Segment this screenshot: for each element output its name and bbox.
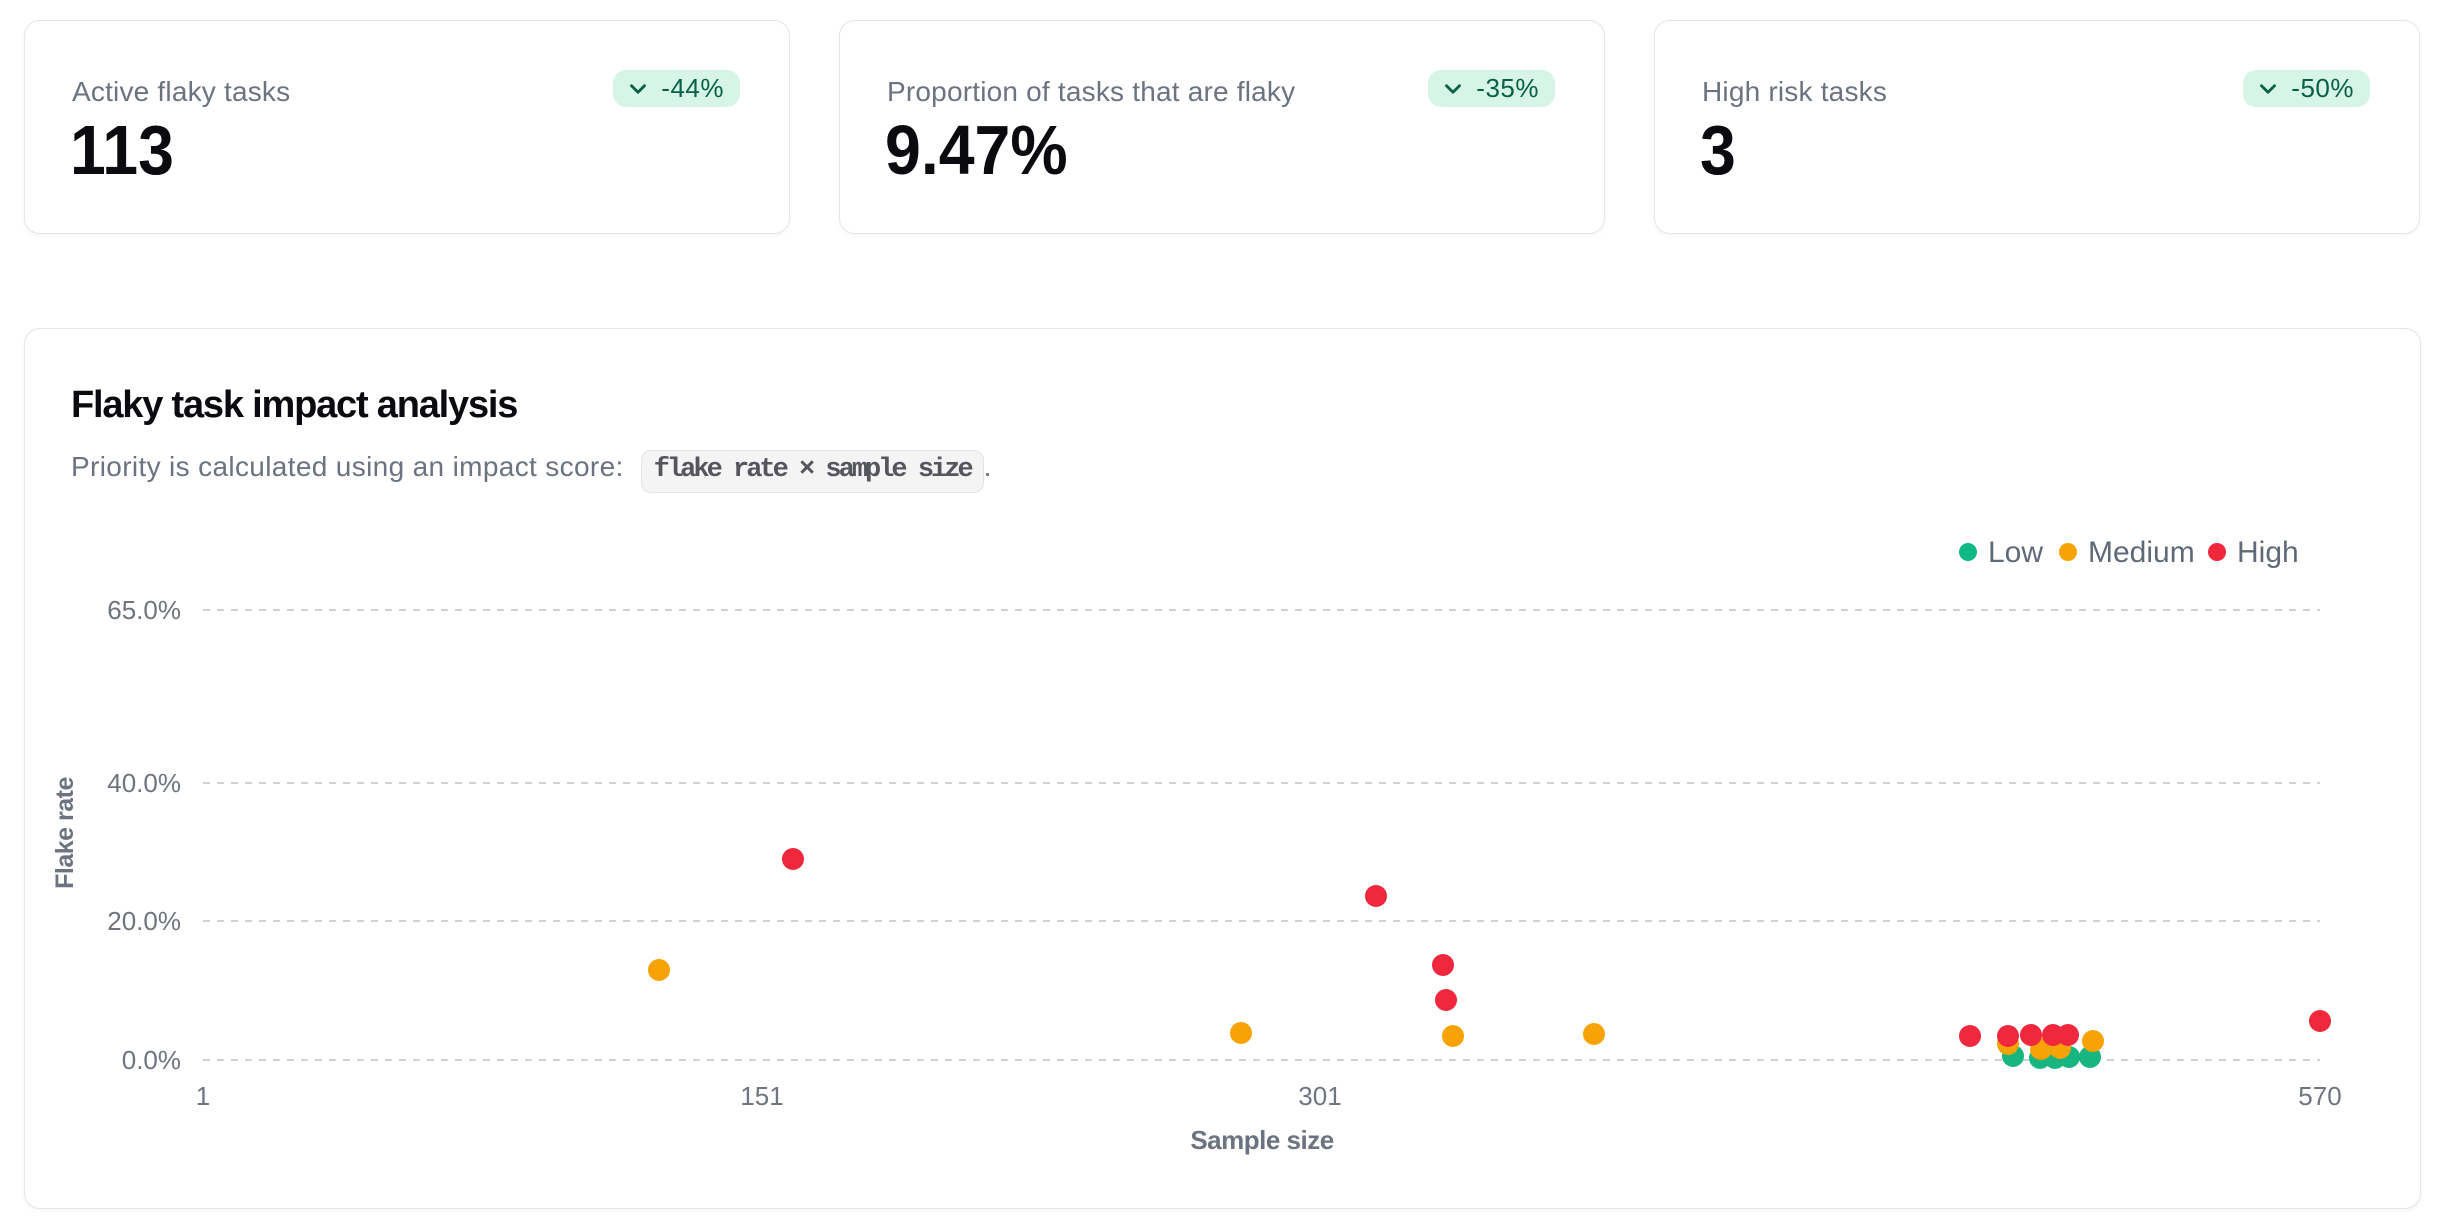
svg-text:Low: Low bbox=[1988, 536, 2043, 569]
svg-text:Medium: Medium bbox=[2088, 536, 2195, 569]
svg-text:Sample size: Sample size bbox=[1190, 1125, 1333, 1155]
svg-text:40.0%: 40.0% bbox=[107, 768, 181, 798]
svg-text:Flake rate: Flake rate bbox=[51, 777, 79, 889]
svg-text:301: 301 bbox=[1298, 1081, 1341, 1111]
svg-text:0.0%: 0.0% bbox=[122, 1045, 181, 1075]
svg-text:High: High bbox=[2237, 536, 2299, 569]
svg-text:20.0%: 20.0% bbox=[107, 906, 181, 936]
svg-text:65.0%: 65.0% bbox=[107, 595, 181, 625]
svg-text:1: 1 bbox=[196, 1081, 210, 1111]
svg-text:570: 570 bbox=[2298, 1081, 2341, 1111]
svg-text:151: 151 bbox=[740, 1081, 783, 1111]
